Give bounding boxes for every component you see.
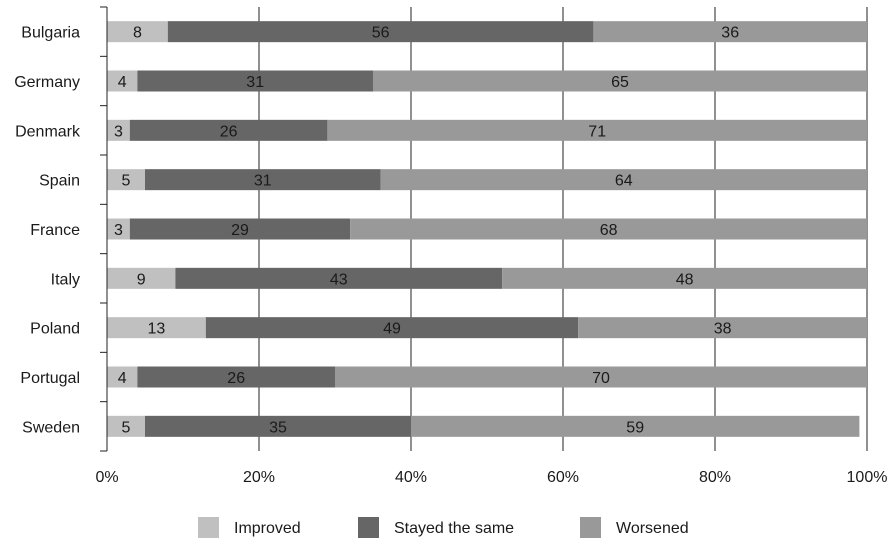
bar-segment (137, 366, 335, 388)
x-tick-label: 20% (243, 469, 275, 486)
category-label: Portugal (20, 370, 80, 387)
data-label: 26 (227, 370, 245, 387)
x-tick-label: 40% (395, 469, 427, 486)
bar-segment (129, 119, 328, 141)
x-tick-label: 60% (547, 469, 579, 486)
x-tick-label: 80% (699, 469, 731, 486)
data-label: 13 (148, 321, 166, 338)
x-tick-labels: 0% 20% 40% 60% 80% 100% (95, 469, 887, 486)
legend-label: Stayed the same (394, 520, 514, 537)
legend-swatch (580, 517, 601, 538)
data-label: 56 (372, 25, 390, 42)
data-label: 43 (330, 271, 348, 288)
data-label: 5 (122, 419, 131, 436)
axes (100, 6, 108, 452)
bar-segment (107, 267, 176, 289)
bar-segment (107, 218, 130, 240)
data-label: 31 (246, 74, 264, 91)
bar-segment (578, 317, 867, 339)
category-labels: Bulgaria Germany Denmark Spain France Italy Po… (14, 25, 81, 437)
legend-swatch (358, 517, 379, 538)
bar-segment (175, 267, 503, 289)
bar-segment (137, 70, 373, 92)
bar-segment (107, 21, 168, 43)
bar-segment (107, 119, 130, 141)
data-label: 70 (592, 370, 610, 387)
data-label: 71 (588, 123, 606, 140)
bar-segment (327, 119, 867, 141)
legend-label: Improved (234, 520, 301, 537)
data-label: 38 (714, 321, 732, 338)
bar-segment (335, 366, 867, 388)
category-label: Bulgaria (21, 25, 80, 42)
data-label: 65 (611, 74, 629, 91)
category-label: Italy (51, 271, 80, 288)
data-label: 59 (626, 419, 644, 436)
legend-label: Worsened (616, 520, 689, 537)
bar-segment (145, 415, 411, 437)
category-label: Spain (39, 173, 80, 190)
bar-segment (145, 169, 381, 191)
data-label: 3 (114, 123, 123, 140)
x-tick-label: 100% (847, 469, 888, 486)
data-label: 3 (114, 222, 123, 239)
data-label: 48 (676, 271, 694, 288)
bar-segment (205, 317, 579, 339)
bar-segment (107, 366, 138, 388)
bar-segment (167, 21, 594, 43)
data-label: 29 (231, 222, 249, 239)
bar-segment (593, 21, 867, 43)
bar-segment (350, 218, 867, 240)
bar-segment (502, 267, 867, 289)
bar-segment (107, 415, 145, 437)
data-label: 35 (269, 419, 287, 436)
data-label: 68 (600, 222, 618, 239)
data-label: 26 (220, 123, 238, 140)
data-label: 4 (118, 74, 127, 91)
bar-segment (373, 70, 867, 92)
data-label: 36 (721, 25, 739, 42)
category-label: Denmark (15, 123, 81, 140)
bars (107, 21, 867, 437)
data-label: 9 (137, 271, 146, 288)
bar-segment (411, 415, 860, 437)
data-label: 8 (133, 25, 142, 42)
legend-swatch (198, 517, 219, 538)
category-label: Germany (14, 74, 80, 91)
bar-segment (129, 218, 351, 240)
bar-segment (107, 70, 138, 92)
bar-segment (107, 317, 206, 339)
legend: Improved Stayed the same Worsened (198, 517, 689, 538)
data-label: 31 (254, 173, 272, 190)
data-label: 4 (118, 370, 127, 387)
category-label: Poland (30, 321, 80, 338)
bar-segment (107, 169, 145, 191)
data-label: 64 (615, 173, 633, 190)
data-labels: 8 56 36 4 31 65 3 26 71 5 31 64 3 29 68 9 43 48 13 49 38 4 26 7… (114, 25, 739, 437)
data-label: 5 (122, 173, 131, 190)
x-tick-label: 0% (95, 469, 118, 486)
category-label: Sweden (22, 419, 80, 436)
category-label: France (30, 222, 80, 239)
bar-segment (380, 169, 867, 191)
data-label: 49 (383, 321, 401, 338)
